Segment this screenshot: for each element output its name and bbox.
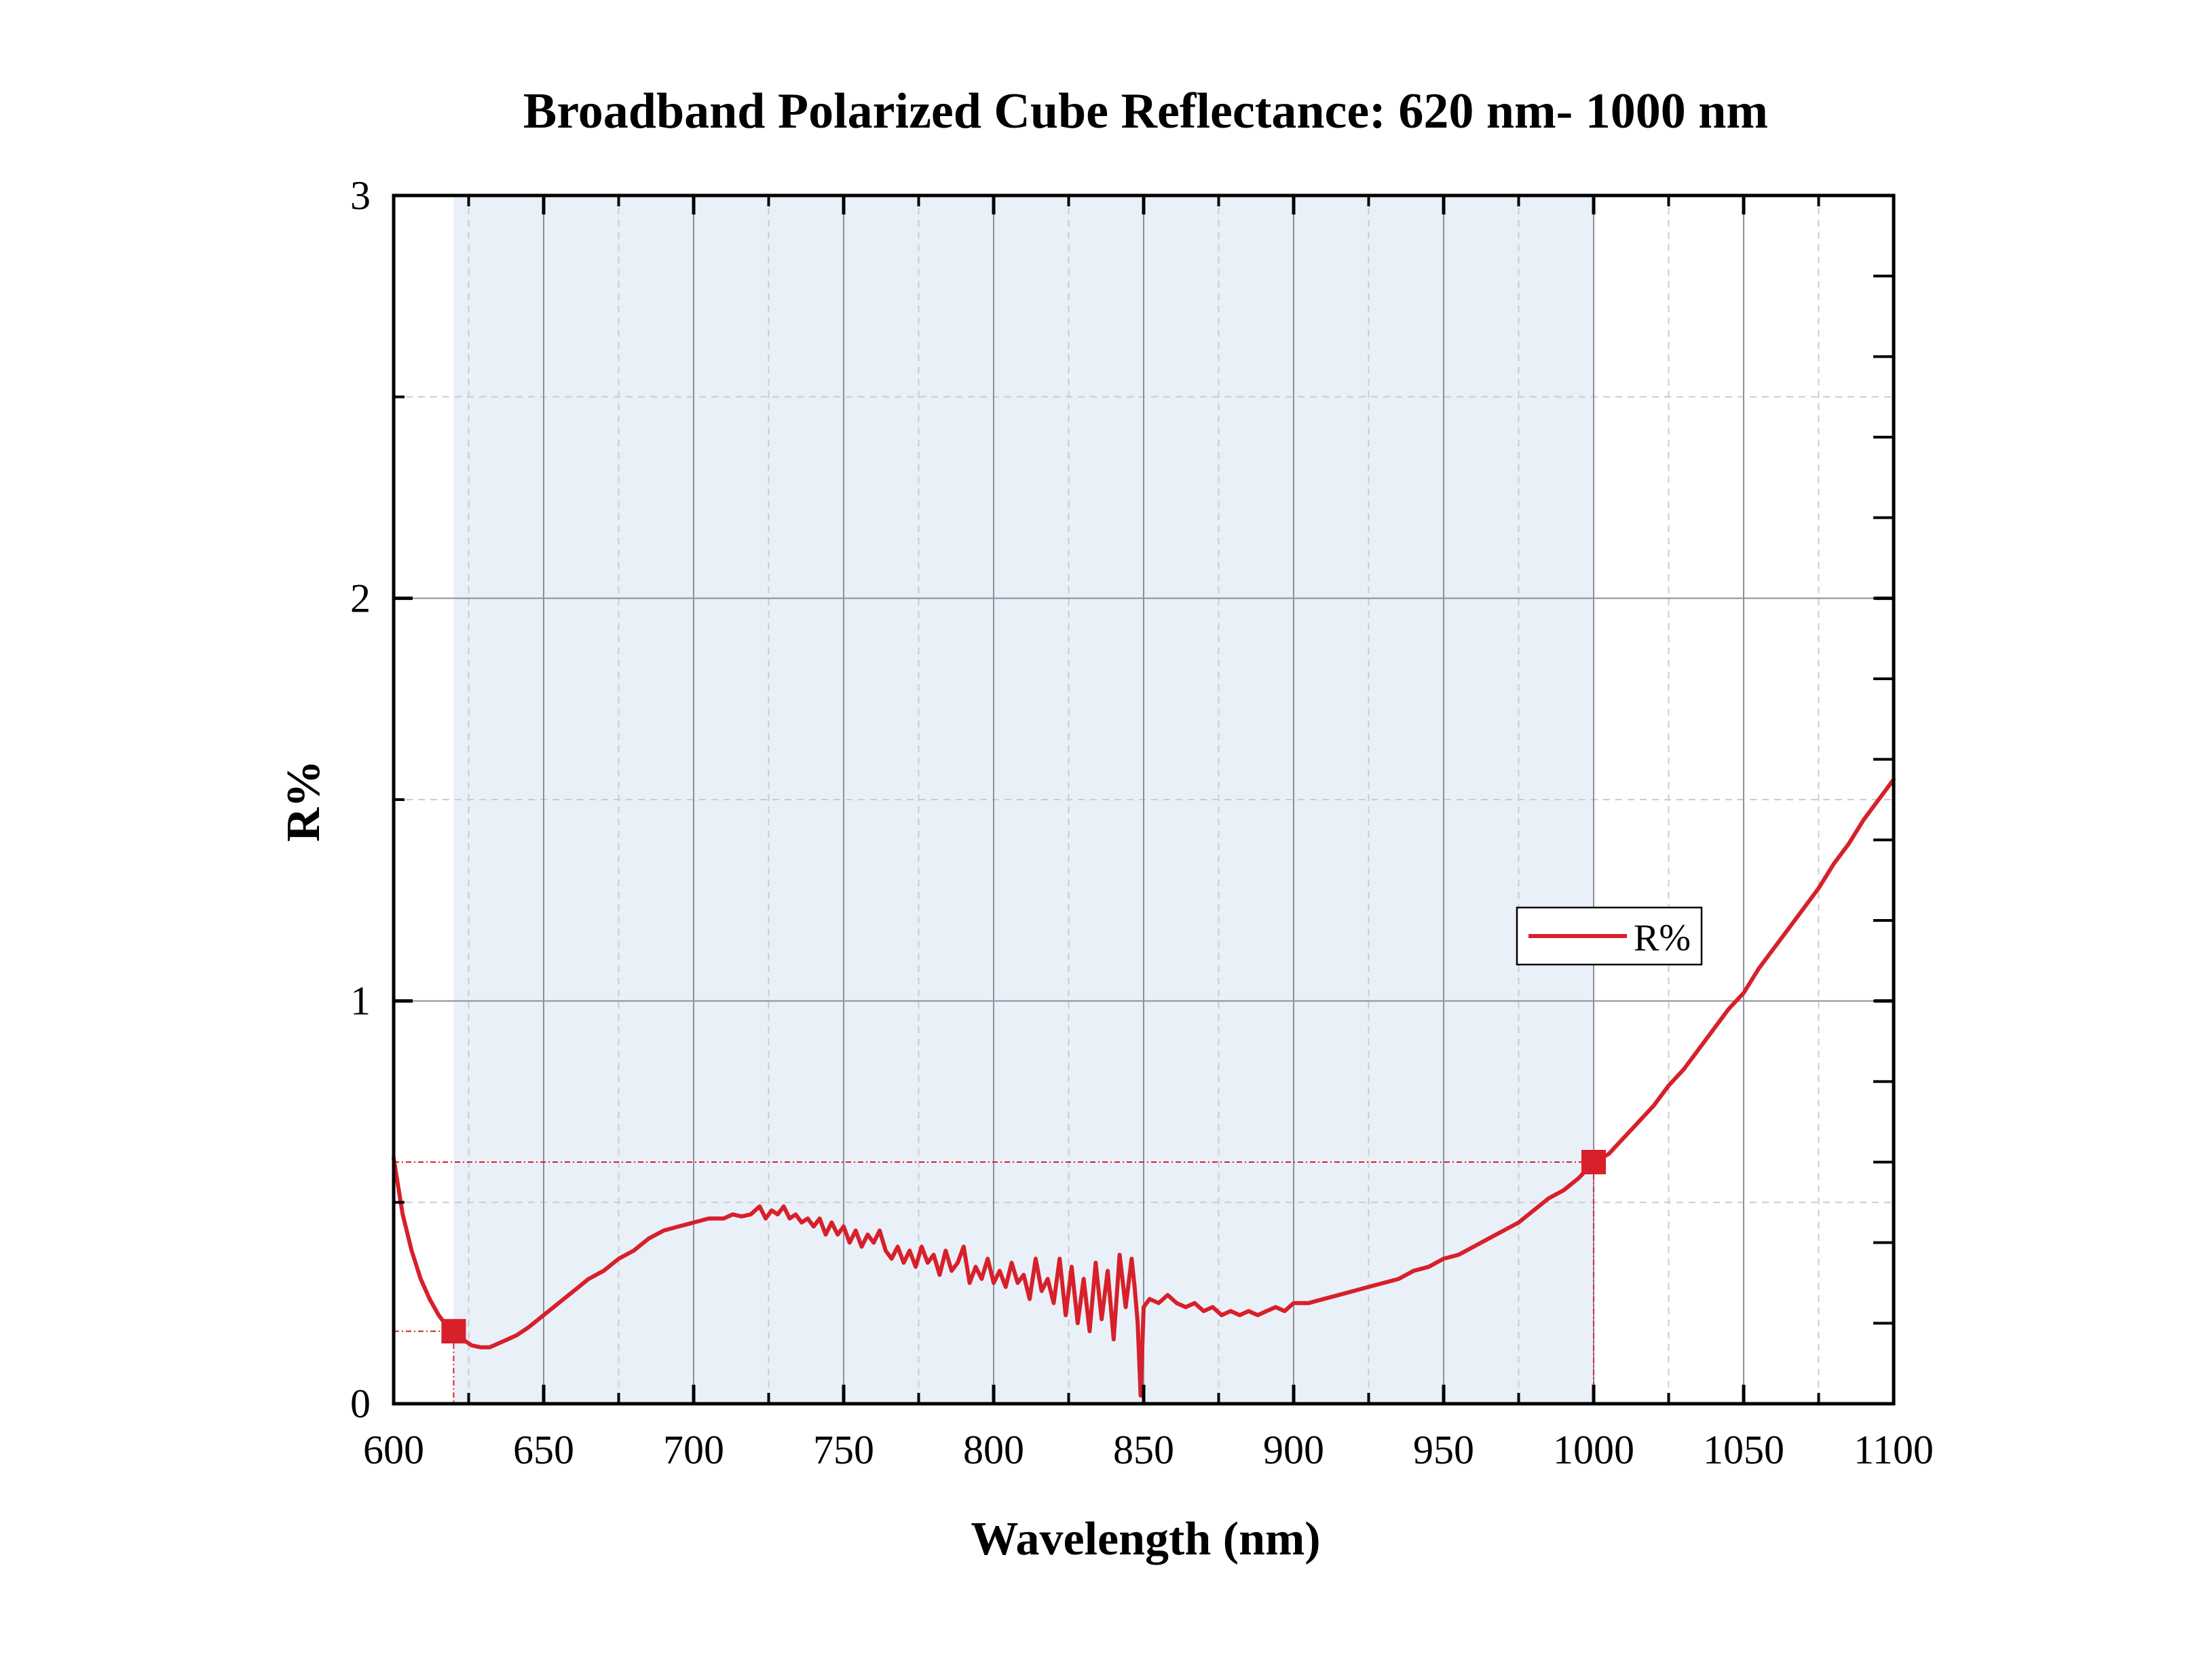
x-tick-label: 850 — [1113, 1427, 1174, 1472]
x-tick-label: 700 — [663, 1427, 724, 1472]
data-marker — [1581, 1150, 1606, 1174]
series-layer — [392, 777, 1896, 1398]
y-tick-label: 2 — [350, 576, 371, 620]
text-layer: Broadband Polarized Cube Reflectance: 62… — [278, 83, 1934, 1565]
chart-title: Broadband Polarized Cube Reflectance: 62… — [523, 83, 1768, 139]
x-tick-label: 600 — [363, 1427, 424, 1472]
x-tick-label: 650 — [513, 1427, 574, 1472]
x-tick-label: 950 — [1413, 1427, 1474, 1472]
y-tick-label: 3 — [350, 173, 371, 218]
y-axis-label: R% — [278, 760, 330, 842]
x-tick-label: 1050 — [1703, 1427, 1784, 1472]
x-tick-label: 1000 — [1553, 1427, 1634, 1472]
data-marker — [441, 1319, 466, 1344]
x-tick-label: 800 — [963, 1427, 1024, 1472]
axes-layer — [392, 193, 1896, 1406]
legend-label-r-percent: R% — [1634, 917, 1691, 959]
x-tick-label: 900 — [1263, 1427, 1324, 1472]
grid-layer — [394, 195, 1894, 1404]
x-axis-label: Wavelength (nm) — [971, 1513, 1320, 1565]
y-tick-label: 1 — [350, 979, 371, 1024]
series-line-r-percent — [392, 777, 1896, 1398]
x-tick-label: 750 — [813, 1427, 874, 1472]
x-tick-label: 1100 — [1854, 1427, 1934, 1472]
legend: R% — [1516, 906, 1703, 966]
y-tick-label: 0 — [350, 1381, 371, 1426]
